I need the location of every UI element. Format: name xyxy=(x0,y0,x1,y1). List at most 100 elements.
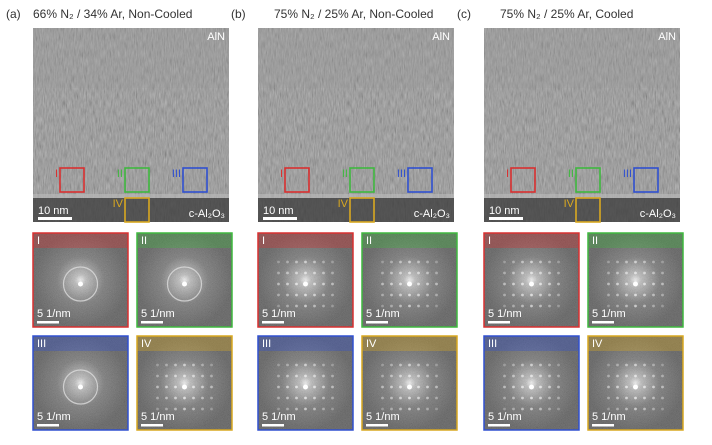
fft-center xyxy=(78,384,83,390)
fft-spot xyxy=(210,374,213,378)
fft-spot xyxy=(381,304,384,308)
fft-noise xyxy=(258,336,353,430)
fft-spot xyxy=(512,374,515,378)
fft-spot xyxy=(607,396,610,400)
scale-label: 10 nm xyxy=(489,205,520,217)
fft-spot xyxy=(165,363,168,367)
fft-spot xyxy=(503,293,506,297)
fft-spot xyxy=(408,396,411,400)
fft-spot xyxy=(661,271,664,275)
fft-spot xyxy=(313,374,316,378)
fft-spot xyxy=(607,293,610,297)
fft-spot xyxy=(652,282,655,286)
fft-spot xyxy=(530,374,533,378)
fft-spot xyxy=(322,304,325,308)
fft-spot xyxy=(201,407,204,411)
fft-spot xyxy=(625,293,628,297)
fft-spot xyxy=(331,260,334,264)
fft-spot xyxy=(435,282,438,286)
region-box xyxy=(59,167,85,193)
region-box xyxy=(284,167,310,193)
fft-spot xyxy=(313,282,316,286)
fft-spot xyxy=(539,363,542,367)
fft-spot xyxy=(165,374,168,378)
top-band xyxy=(33,28,229,88)
fft-spot xyxy=(295,396,298,400)
fft-spot xyxy=(661,374,664,378)
fft-spot xyxy=(661,260,664,264)
fft-panel: II 5 1/nm xyxy=(136,232,233,328)
fft-spot xyxy=(530,407,533,411)
fft-spot xyxy=(277,271,280,275)
fft-scale-label: 5 1/nm xyxy=(592,411,626,423)
fft-spot xyxy=(165,396,168,400)
fft-spot xyxy=(634,293,637,297)
fft-spot xyxy=(331,385,334,389)
fft-scale-label: 5 1/nm xyxy=(141,411,175,423)
fft-ring xyxy=(62,266,99,302)
fft-spot xyxy=(643,407,646,411)
fft-spot xyxy=(331,363,334,367)
fft-center xyxy=(633,281,638,287)
fft-spot xyxy=(652,407,655,411)
fft-spot xyxy=(548,293,551,297)
fft-spot xyxy=(381,260,384,264)
fft-spot xyxy=(426,363,429,367)
region-box xyxy=(510,167,536,193)
fft-spot xyxy=(286,271,289,275)
fft-spot xyxy=(399,293,402,297)
fft-scale-label: 5 1/nm xyxy=(262,411,296,423)
fft-spot xyxy=(557,271,560,275)
fft-spot xyxy=(530,271,533,275)
fft-spot xyxy=(512,385,515,389)
fft-spot xyxy=(548,282,551,286)
fft-spot xyxy=(607,385,610,389)
fft-spot xyxy=(503,260,506,264)
fft-spot xyxy=(201,396,204,400)
fft-noise xyxy=(258,233,353,327)
fft-panel: IV 5 1/nm xyxy=(136,335,233,431)
fft-spot xyxy=(381,407,384,411)
fft-spot xyxy=(304,396,307,400)
fft-scale-bar xyxy=(366,424,388,427)
fft-spot xyxy=(530,304,533,308)
fft-spot xyxy=(390,385,393,389)
fft-spot xyxy=(381,271,384,275)
fft-spot xyxy=(521,282,524,286)
fft-spot xyxy=(625,282,628,286)
fft-spot xyxy=(399,407,402,411)
fft-spot xyxy=(661,396,664,400)
fft-spot xyxy=(277,293,280,297)
fft-spot xyxy=(304,374,307,378)
scale-bar xyxy=(263,217,297,220)
fft-spot xyxy=(165,385,168,389)
fft-spot xyxy=(512,260,515,264)
fft-spot xyxy=(183,374,186,378)
region-box xyxy=(349,197,375,223)
fft-panel: III 5 1/nm xyxy=(32,335,129,431)
fft-center xyxy=(633,384,638,390)
fft-spot xyxy=(322,282,325,286)
fft-spot xyxy=(607,407,610,411)
fft-spot xyxy=(616,363,619,367)
scale-bar xyxy=(489,217,523,220)
fft-spot xyxy=(331,374,334,378)
fft-spot xyxy=(435,304,438,308)
fft-ring xyxy=(166,266,203,302)
fft-noise xyxy=(484,336,579,430)
fft-spot xyxy=(652,385,655,389)
fft-frame xyxy=(587,335,684,431)
fft-ring xyxy=(62,369,99,405)
fft-header xyxy=(362,336,457,351)
fft-spot xyxy=(616,260,619,264)
fft-spot xyxy=(390,293,393,297)
fft-header xyxy=(137,336,232,351)
fft-spot xyxy=(557,407,560,411)
fft-spot xyxy=(548,363,551,367)
fft-spot xyxy=(426,385,429,389)
fft-label: IV xyxy=(366,338,377,350)
fft-header xyxy=(588,336,683,351)
fft-panel: IV 5 1/nm xyxy=(361,335,458,431)
fft-spot xyxy=(174,374,177,378)
fft-spot xyxy=(643,260,646,264)
